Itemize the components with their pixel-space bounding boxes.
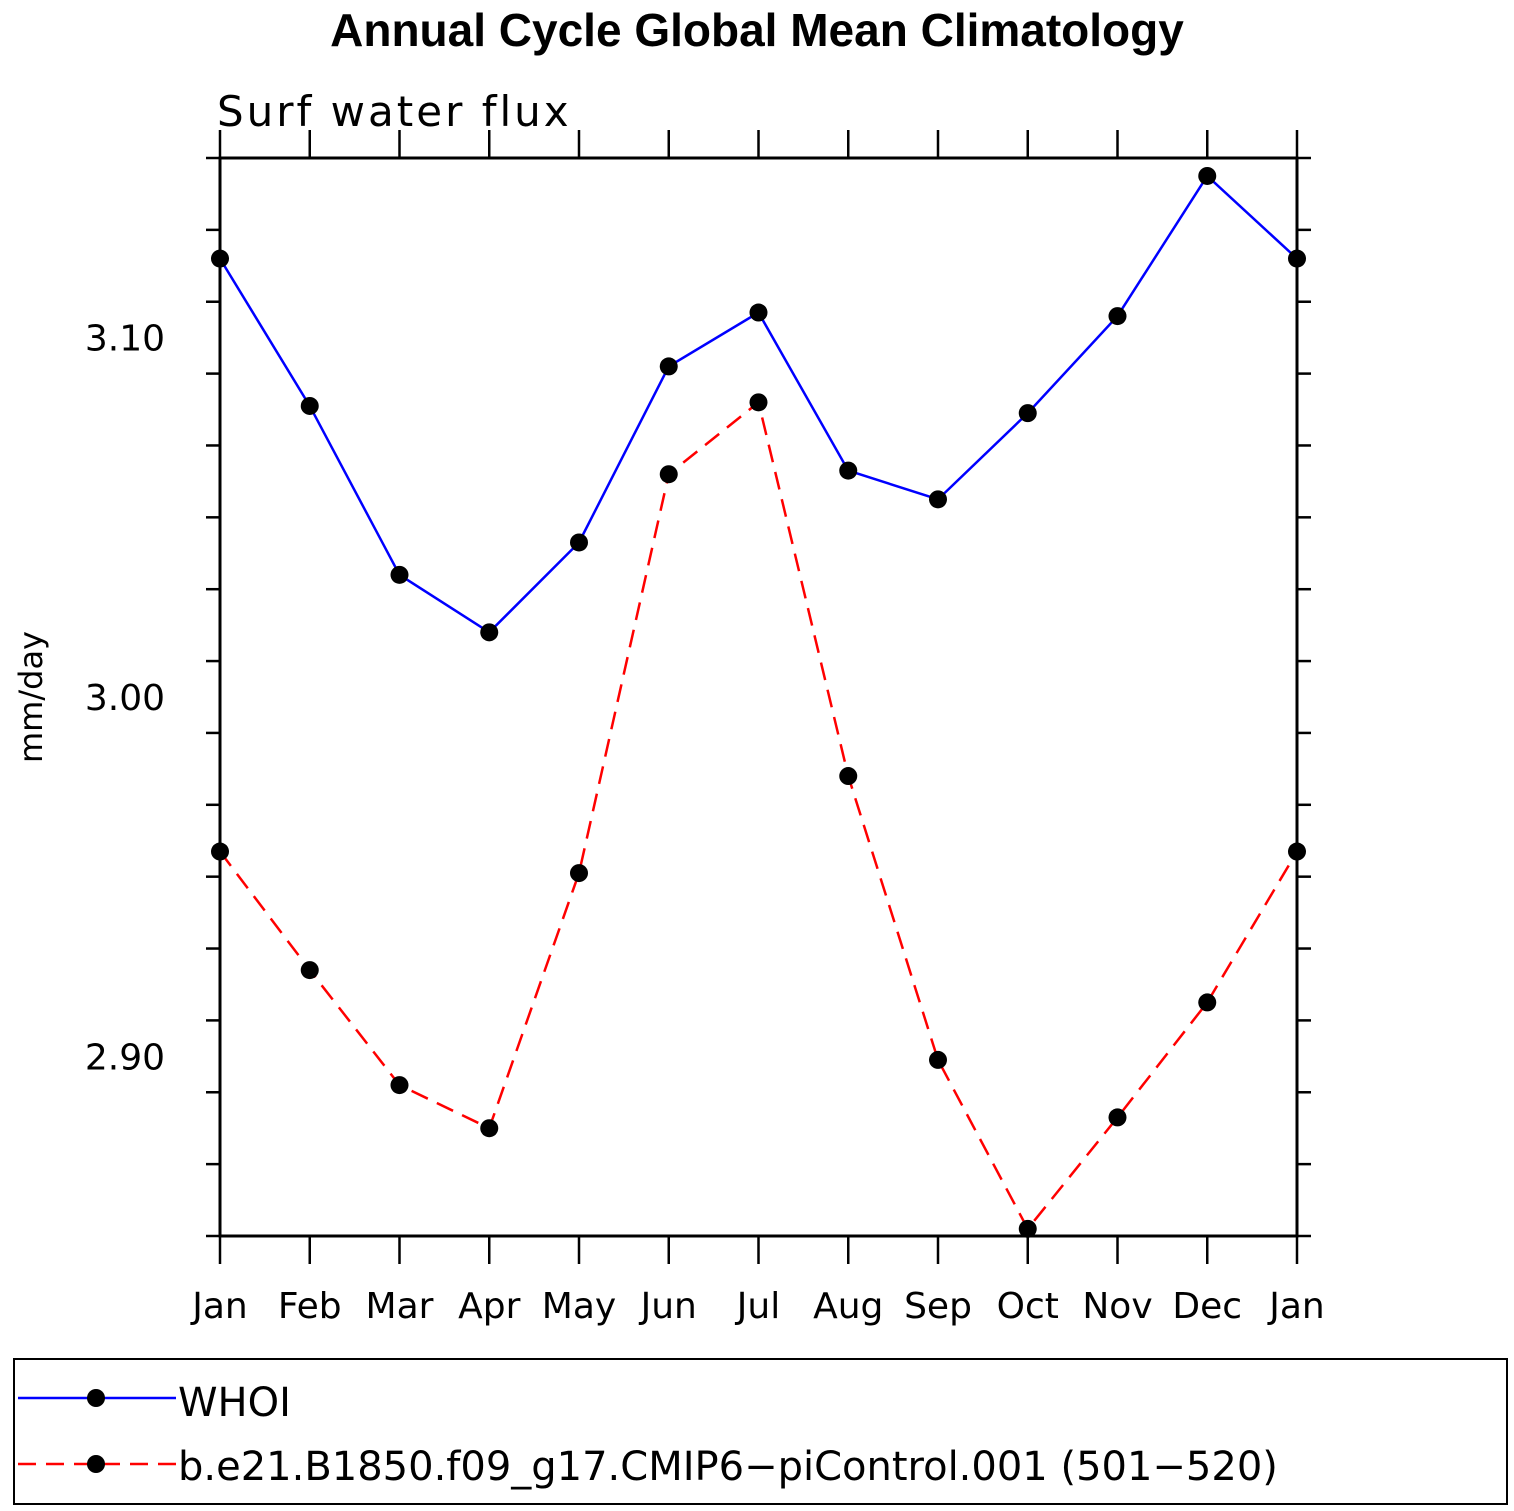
data-point	[1018, 1219, 1037, 1238]
x-tick-label: Apr	[458, 1286, 520, 1327]
data-point	[749, 393, 768, 412]
data-point	[480, 623, 499, 642]
x-tick-labels: Jan Feb Mar Apr May Jun Jul Aug Sep Oct Nov Dec Jan	[190, 1286, 1325, 1327]
data-point	[1108, 307, 1127, 326]
y-tick-label: 3.10	[85, 319, 165, 360]
data-point	[480, 1119, 499, 1138]
data-point	[570, 533, 588, 552]
y-tick-labels: 2.90 3.00 3.10	[85, 319, 165, 1079]
legend-swatch-model-marker	[87, 1455, 105, 1473]
data-point	[390, 565, 409, 584]
legend-label-whoi: WHOI	[178, 1380, 291, 1426]
legend-label-model: b.e21.B1850.f09_g17.CMIP6−piControl.001 …	[178, 1444, 1278, 1490]
data-point	[659, 465, 678, 484]
data-point	[659, 357, 678, 376]
data-point	[1198, 993, 1217, 1012]
x-tick-label: Aug	[813, 1286, 883, 1327]
legend-box	[13, 1358, 1508, 1505]
data-point	[570, 864, 588, 883]
x-tick-label: Jan	[1267, 1286, 1325, 1327]
legend: WHOI b.e21.B1850.f09_g17.CMIP6−piControl…	[13, 1358, 1508, 1505]
x-tick-label: Feb	[278, 1286, 342, 1327]
x-tick-label: Mar	[366, 1286, 434, 1327]
data-point	[390, 1076, 409, 1095]
x-tick-label: Nov	[1082, 1286, 1152, 1327]
chart-title: Annual Cycle Global Mean Climatology	[330, 4, 1184, 56]
y-tick-label: 3.00	[85, 678, 165, 719]
legend-swatch-whoi-marker	[87, 1389, 105, 1407]
x-tick-label: Sep	[904, 1286, 972, 1327]
data-point	[929, 1050, 947, 1069]
x-tick-label: Jan	[190, 1286, 248, 1327]
data-point	[300, 961, 319, 980]
x-tick-label: Jun	[639, 1286, 697, 1327]
data-point	[749, 303, 768, 322]
x-tick-label: May	[542, 1286, 616, 1327]
x-tick-label: Jul	[735, 1286, 780, 1327]
data-point	[1198, 166, 1217, 185]
x-tick-label: Dec	[1172, 1286, 1242, 1327]
data-point	[300, 396, 319, 415]
series-line-1	[219, 400, 1299, 1232]
chart-subtitle: Surf water flux	[217, 87, 572, 136]
data-point	[1108, 1108, 1127, 1127]
data-point	[1018, 404, 1037, 423]
y-tick-label: 2.90	[85, 1037, 165, 1078]
y-axis-label: mm/day	[12, 631, 50, 763]
x-tick-label: Oct	[997, 1286, 1059, 1327]
data-point	[929, 490, 947, 509]
axis-ticks	[206, 130, 1311, 1264]
data-point	[839, 461, 858, 480]
plot-series	[211, 166, 1306, 1238]
plot-frame	[218, 156, 1299, 1238]
data-point	[839, 767, 858, 786]
